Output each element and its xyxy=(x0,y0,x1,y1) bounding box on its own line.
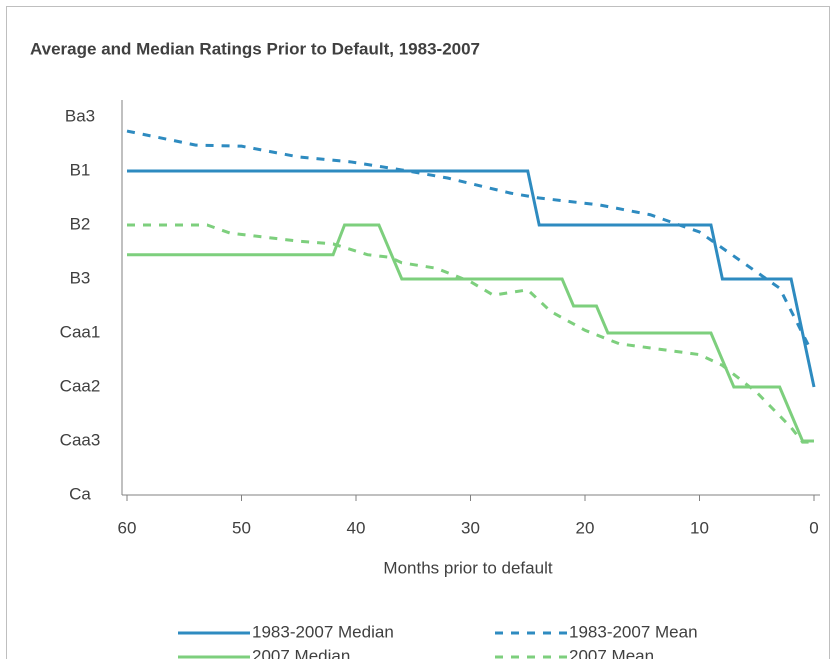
y-tick-label: B3 xyxy=(70,268,91,287)
y-tick-label: Ba3 xyxy=(65,106,95,125)
y-tick-label: Caa2 xyxy=(60,376,101,395)
y-tick-label: B1 xyxy=(70,160,91,179)
y-tick-label: B2 xyxy=(70,214,91,233)
legend-label: 2007 Median xyxy=(252,646,350,659)
x-tick-label: 10 xyxy=(690,518,709,537)
y-tick-label: Caa1 xyxy=(60,322,101,341)
x-tick-label: 40 xyxy=(347,518,366,537)
legend-label: 1983-2007 Median xyxy=(252,622,394,641)
frame xyxy=(6,6,830,659)
chart-title: Average and Median Ratings Prior to Defa… xyxy=(30,39,480,58)
x-tick-label: 20 xyxy=(576,518,595,537)
series-line xyxy=(127,223,814,443)
series-line xyxy=(127,169,816,388)
y-tick-label: Ca xyxy=(69,484,91,503)
y-tick-label: Caa3 xyxy=(60,430,101,449)
x-tick-label: 50 xyxy=(232,518,251,537)
x-tick-label: 60 xyxy=(118,518,137,537)
legend-label: 1983-2007 Mean xyxy=(569,622,698,641)
series-line xyxy=(126,129,810,346)
x-axis-label: Months prior to default xyxy=(383,558,552,577)
x-tick-label: 30 xyxy=(461,518,480,537)
x-tick-label: 0 xyxy=(809,518,818,537)
legend-label: 2007 Mean xyxy=(569,646,654,659)
